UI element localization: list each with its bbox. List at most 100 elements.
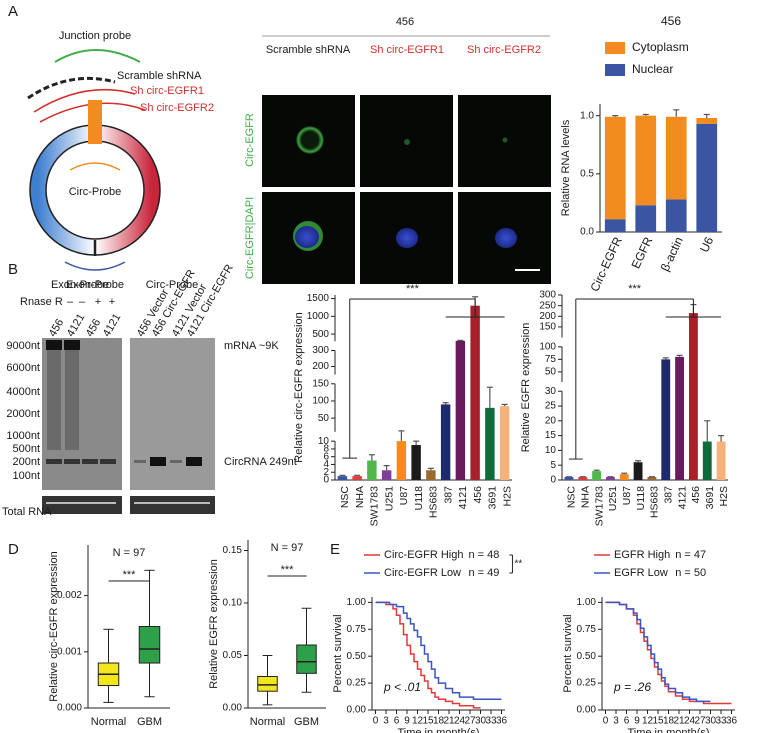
x-tick-label: NHA xyxy=(580,486,592,508)
x-tick-label: U118 xyxy=(635,486,647,510)
probe-label: Circ-Probe xyxy=(69,186,122,198)
probe-label: Sh circ-EGFR1 xyxy=(130,85,204,97)
marker-label: 1000nt xyxy=(6,430,40,442)
x-tick-label: Normal xyxy=(250,716,285,728)
column-label: Sh circ-EGFR2 xyxy=(467,44,541,56)
rnase-sign: + xyxy=(95,296,101,308)
x-tick-label: NSC xyxy=(566,486,578,509)
probe-diagram: Junction probe Scramble shRNA Sh circ-EG… xyxy=(27,30,214,291)
y-axis-label: Relative RNA levels xyxy=(560,119,572,216)
y-tick-label: 10 xyxy=(318,436,330,447)
y-tick-label: 0.50 xyxy=(347,651,367,662)
bar xyxy=(485,407,495,480)
bar xyxy=(426,470,436,480)
y-tick-label: 30 xyxy=(545,386,557,397)
y-tick-label: 200 xyxy=(539,311,556,322)
y-tick-label: 0.05 xyxy=(223,650,243,661)
bar xyxy=(661,359,671,480)
bar xyxy=(470,305,480,480)
legend-label: Nuclear xyxy=(632,62,673,76)
chart-title: 456 xyxy=(661,14,681,28)
x-tick-label: 0 xyxy=(603,716,609,727)
significance: ** xyxy=(514,559,522,570)
x-axis-label: Time in month(s) xyxy=(627,727,709,733)
probe-label: Junction probe xyxy=(59,30,131,42)
legend-label: EGFR High xyxy=(614,549,670,561)
marker-label: 2000nt xyxy=(6,408,40,420)
x-tick-label: 36 xyxy=(496,716,508,727)
y-axis-label: Percent survival xyxy=(562,614,574,692)
y-tick-label: 0.75 xyxy=(347,624,367,635)
marker-label: 100nt xyxy=(12,470,40,482)
microscopy: 456 Scramble shRNA Sh circ-EGFR1 Sh circ… xyxy=(244,16,551,284)
y-tick-label: 25 xyxy=(545,401,557,412)
chart-title: N = 97 xyxy=(271,542,304,554)
bar-segment xyxy=(635,205,657,232)
significance: *** xyxy=(406,283,420,295)
significance: *** xyxy=(281,564,295,576)
y-tick-label: 1.00 xyxy=(347,597,367,608)
y-tick-label: 5 xyxy=(550,460,556,471)
y-tick-label: 1.00 xyxy=(577,597,597,608)
lane-label: 456 xyxy=(47,317,67,339)
x-tick-label: 36 xyxy=(726,716,738,727)
bar-segment xyxy=(604,116,626,220)
y-axis-label: Relative circ-EGFR expression xyxy=(293,312,305,462)
x-tick-label: GBM xyxy=(294,716,319,728)
bar xyxy=(592,471,602,480)
bar xyxy=(455,340,466,480)
x-tick-label: 12 xyxy=(642,716,654,727)
x-tick-label: U251 xyxy=(383,486,395,511)
marker-label: 4000nt xyxy=(6,386,40,398)
y-tick-label: 15 xyxy=(545,430,557,441)
legend-label: Circ-EGFR High xyxy=(384,549,463,561)
x-tick-label: U6 xyxy=(697,234,716,254)
bar xyxy=(716,441,726,480)
x-tick-label: HS683 xyxy=(428,486,440,518)
x-tick-label: 30 xyxy=(475,716,487,727)
bar xyxy=(396,441,407,480)
y-tick-label: 100 xyxy=(312,396,329,407)
y-tick-label: 100 xyxy=(539,341,556,352)
row-label: Circ-EGFR|DAPI xyxy=(244,197,256,279)
probe-label: Sh circ-EGFR2 xyxy=(140,102,214,114)
x-tick-label: 27 xyxy=(464,716,476,727)
x-tick-label: β-actin xyxy=(658,235,686,274)
rnase-label: Rnase R xyxy=(20,296,63,308)
chart-title: N = 97 xyxy=(113,547,146,559)
p-value: p = .26 xyxy=(613,680,651,694)
marker-label: 200nt xyxy=(12,456,40,468)
x-tick-label: 30 xyxy=(705,716,717,727)
bar xyxy=(688,313,698,480)
bar xyxy=(702,441,712,480)
y-tick-label: 1000 xyxy=(307,311,330,322)
x-tick-label: 24 xyxy=(684,716,696,727)
y-axis-label: Relative circ-EGFR expression xyxy=(48,551,60,701)
y-tick-label: 0.00 xyxy=(223,703,243,714)
y-tick-label: 0 xyxy=(550,475,556,486)
bar xyxy=(352,476,362,480)
y-tick-label: 75 xyxy=(545,354,557,365)
x-tick-label: 0 xyxy=(373,716,379,727)
legend-n: n = 49 xyxy=(468,567,499,579)
x-tick-label: 24 xyxy=(454,716,466,727)
bar-segment xyxy=(696,117,718,124)
y-axis-label: Relative EGFR expression xyxy=(208,559,220,689)
microscopy-title: 456 xyxy=(396,16,414,28)
x-tick-label: U251 xyxy=(607,486,619,511)
x-tick-label: 18 xyxy=(663,716,675,727)
legend-n: n = 48 xyxy=(468,549,499,561)
loading-label: Total RNA xyxy=(2,506,52,518)
y-tick-label: 50 xyxy=(545,367,557,378)
x-tick-label: 3691 xyxy=(704,486,716,510)
probe-label: Scramble shRNA xyxy=(117,70,202,82)
lane-label: 4121 xyxy=(101,312,124,339)
y-axis-label: Percent survival xyxy=(332,614,344,692)
x-tick-label: 3 xyxy=(613,716,619,727)
bar-segment xyxy=(604,219,626,232)
x-tick-label: GBM xyxy=(137,716,162,728)
significance: *** xyxy=(628,283,642,295)
probe-header: Exon-Probe xyxy=(51,279,109,291)
x-tick-label: SW1783 xyxy=(369,486,381,526)
bar xyxy=(619,474,629,480)
